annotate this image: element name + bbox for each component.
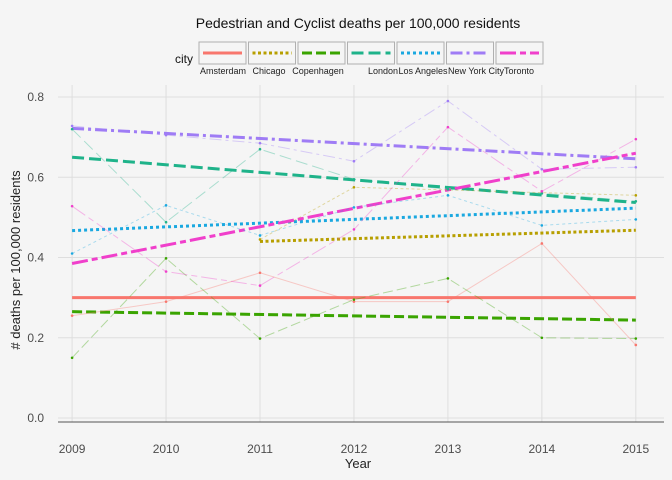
legend-label-copenhagen: Copenhagen [292, 66, 344, 76]
data-point-toronto [634, 137, 638, 141]
legend-label-new-york-city: New York City [448, 66, 505, 76]
data-point-chicago [352, 186, 356, 189]
legend-label-toronto: Toronto [504, 66, 534, 76]
trend-lines [71, 126, 637, 322]
trend-line-chicago [259, 228, 636, 243]
data-point-toronto [446, 125, 450, 129]
data-point-copenhagen [540, 336, 544, 340]
x-tick-label: 2014 [529, 442, 556, 456]
x-tick-label: 2010 [153, 442, 180, 456]
data-point-copenhagen [634, 337, 638, 340]
data-point-amsterdam [352, 300, 356, 303]
x-tick-label: 2012 [341, 442, 368, 456]
axes: 2009 2010 2011 2012 2013 2014 2015 0.0 0.2 0.4 0.6… [27, 90, 664, 456]
data-point-toronto [70, 204, 74, 208]
grid [58, 85, 664, 422]
data-point-los-angeles [164, 204, 168, 207]
data-point-los-angeles [446, 194, 450, 197]
y-tick-label: 0.4 [27, 251, 44, 265]
x-axis-title: Year [345, 456, 372, 471]
y-tick-label: 0.2 [27, 331, 44, 345]
data-point-amsterdam [446, 300, 450, 303]
data-point-new-york-city [446, 99, 450, 103]
data-point-london [258, 147, 262, 151]
legend-key-box-new-york-city [446, 41, 494, 65]
y-axis-title: # deaths per 100,000 residents [8, 170, 23, 350]
data-point-chicago [258, 238, 262, 241]
y-tick-label: 0.8 [27, 90, 44, 104]
data-point-los-angeles [634, 218, 638, 221]
chart-title: Pedestrian and Cyclist deaths per 100,00… [196, 15, 521, 31]
data-point-los-angeles [70, 252, 74, 255]
data-point-london [634, 200, 638, 203]
trend-line-copenhagen [72, 310, 636, 322]
trend-line-new-york-city [72, 126, 636, 161]
legend-label-los-angeles: Los Angeles [398, 66, 448, 76]
data-point-los-angeles [352, 206, 356, 209]
data-points [70, 99, 638, 360]
data-point-amsterdam [164, 300, 168, 303]
data-point-new-york-city [70, 124, 74, 128]
data-point-amsterdam [70, 314, 74, 317]
data-point-copenhagen [352, 298, 356, 301]
legend-label-london: London [368, 66, 398, 76]
legend-label-chicago: Chicago [252, 66, 285, 76]
x-tick-label: 2015 [622, 442, 649, 456]
data-point-copenhagen [164, 257, 168, 260]
data-point-toronto [352, 228, 356, 231]
legend-title: city [175, 52, 193, 66]
series-line-chicago [259, 186, 636, 240]
data-point-new-york-city [352, 159, 356, 163]
data-point-london [540, 192, 544, 195]
data-point-london [352, 177, 356, 181]
trend-line-toronto [71, 151, 637, 266]
x-tick-label: 2013 [435, 442, 462, 456]
data-point-new-york-city [258, 141, 262, 145]
legend-key-box-toronto [495, 41, 544, 65]
data-point-toronto [540, 190, 544, 193]
data-point-toronto [258, 284, 262, 287]
data-point-new-york-city [164, 133, 168, 137]
data-point-london [164, 220, 168, 224]
data-point-new-york-city [540, 167, 544, 171]
data-point-amsterdam [540, 242, 544, 245]
trend-line-los-angeles [72, 206, 636, 233]
data-point-london [446, 188, 450, 191]
data-point-london [70, 127, 74, 131]
y-tick-label: 0.0 [27, 411, 44, 425]
legend-label-amsterdam: Amsterdam [200, 66, 246, 76]
data-point-amsterdam [634, 343, 638, 347]
data-point-chicago [634, 194, 638, 197]
data-point-copenhagen [258, 337, 262, 340]
x-tick-label: 2011 [247, 442, 273, 456]
data-point-copenhagen [446, 277, 450, 280]
legend: city Amsterdam Chicago Copenhagen London Los… [175, 41, 544, 76]
data-point-copenhagen [70, 356, 74, 360]
data-point-new-york-city [634, 165, 638, 169]
data-point-los-angeles [540, 224, 544, 227]
data-point-amsterdam [258, 271, 262, 275]
x-tick-label: 2009 [59, 442, 86, 456]
data-point-toronto [164, 270, 168, 273]
data-point-los-angeles [258, 234, 262, 237]
y-tick-label: 0.6 [27, 170, 44, 184]
